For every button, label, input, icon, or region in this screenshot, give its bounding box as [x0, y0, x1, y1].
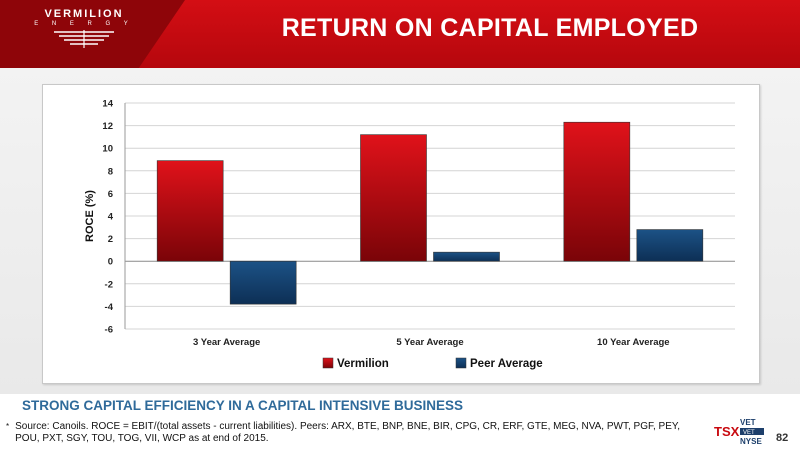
footnote-text: Source: Canoils. ROCE = EBIT/(total asse…: [15, 421, 681, 444]
bar-peer-average: [636, 229, 704, 262]
ticker-symbol-top: VET: [740, 418, 756, 427]
ticker-exchange-nyse: NYSE: [740, 437, 762, 446]
y-tick-label: -6: [105, 325, 113, 336]
bar-vermilion: [156, 160, 224, 262]
footer-band: [0, 394, 800, 450]
y-tick-label: 12: [102, 121, 113, 132]
y-tick-label: -2: [105, 279, 113, 290]
logo-emblem-icon: [54, 30, 114, 48]
logo-wordmark: VERMILION: [44, 8, 124, 20]
y-tick-label: 14: [102, 99, 113, 110]
y-tick-label: -4: [105, 302, 114, 313]
y-tick-label: 8: [108, 166, 113, 177]
legend-swatch: [455, 357, 467, 369]
page-number: 82: [776, 432, 789, 444]
slide-subtitle: STRONG CAPITAL EFFICIENCY IN A CAPITAL I…: [22, 398, 464, 413]
bar-peer-average: [433, 251, 500, 262]
legend-label: Vermilion: [337, 358, 389, 370]
bar-peer-average: [229, 260, 297, 305]
page-title: RETURN ON CAPITAL EMPLOYED: [281, 14, 699, 42]
bar-vermilion: [563, 121, 631, 262]
y-tick-label: 6: [108, 189, 113, 200]
source-footnote: * Source: Canoils. ROCE = EBIT/(total ass…: [6, 421, 706, 445]
legend-swatch: [322, 357, 334, 369]
roce-bar-chart: -6 -4 -2 0 2 4 6 8 10 12 14 ROCE (%) 3 Year Average 5…: [84, 99, 735, 370]
bar-vermilion: [360, 134, 427, 262]
y-tick-label: 0: [108, 257, 113, 268]
x-tick-label: 5 Year Average: [396, 337, 463, 348]
footnote-marker: *: [6, 422, 10, 431]
y-tick-label: 4: [108, 212, 114, 223]
vermilion-logo: VERMILION E N E R G Y: [14, 8, 154, 60]
ticker-badge: VET TSX VET NYSE: [714, 418, 764, 446]
y-axis-label: ROCE (%): [84, 190, 96, 242]
chart-container: -6 -4 -2 0 2 4 6 8 10 12 14 ROCE (%) 3 Year Average 5…: [42, 84, 760, 384]
ticker-exchange-tsx: TSX: [714, 424, 740, 439]
legend-label: Peer Average: [470, 358, 543, 370]
logo-subtitle: E N E R G Y: [34, 21, 134, 27]
y-tick-label: 2: [108, 234, 113, 245]
ticker-symbol-bottom: VET: [743, 430, 755, 436]
x-tick-label: 10 Year Average: [597, 337, 670, 348]
x-tick-label: 3 Year Average: [193, 337, 260, 348]
y-tick-label: 10: [102, 144, 113, 155]
header-bar: VERMILION E N E R G Y RETURN ON CAPITAL …: [0, 0, 800, 68]
